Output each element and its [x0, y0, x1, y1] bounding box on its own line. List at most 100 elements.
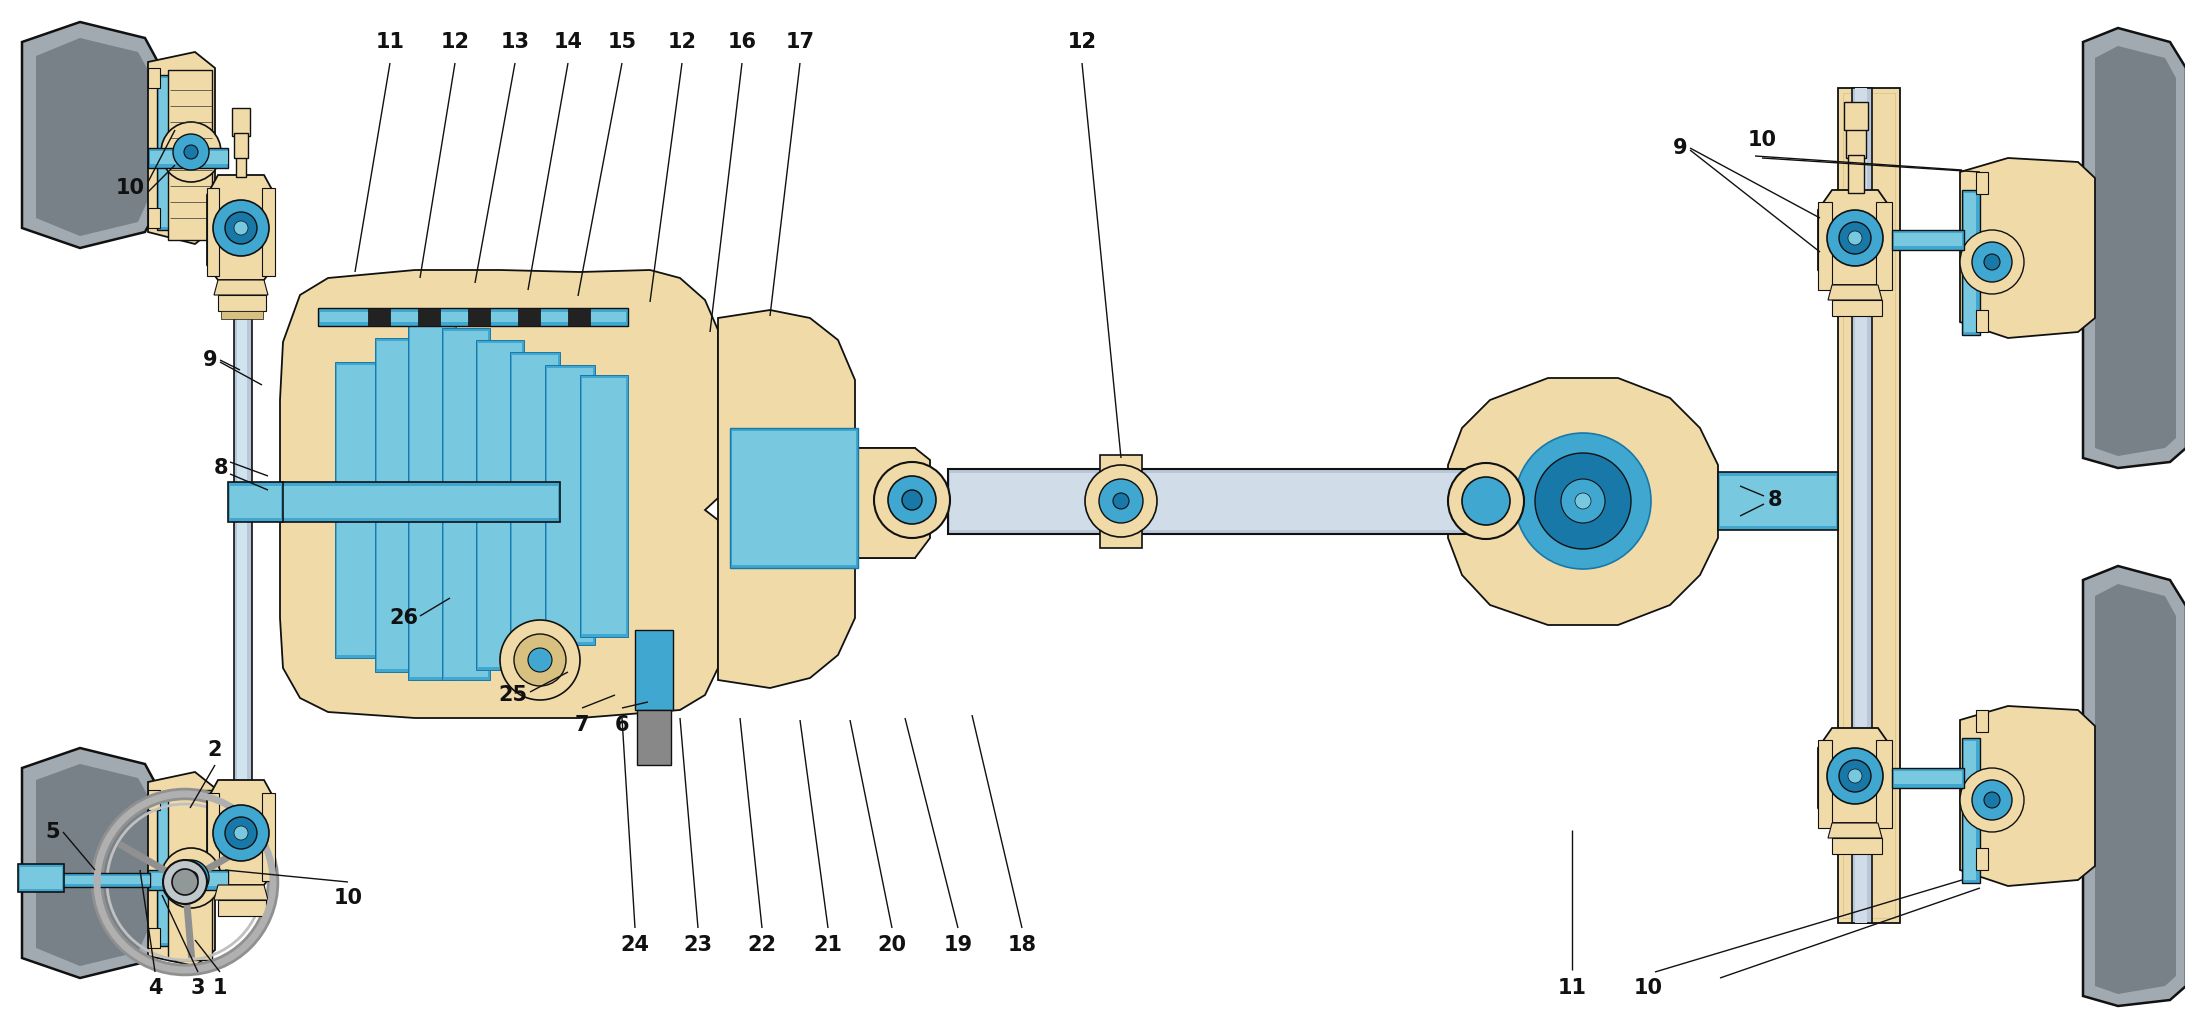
Text: 12: 12	[441, 32, 470, 52]
Bar	[229, 486, 282, 518]
Circle shape	[184, 871, 199, 885]
Text: 7: 7	[575, 715, 590, 735]
Bar	[1964, 193, 1975, 332]
Polygon shape	[1818, 728, 1892, 823]
Bar	[411, 323, 454, 677]
Bar	[282, 486, 557, 518]
Bar	[638, 710, 671, 765]
Bar	[149, 148, 227, 168]
Circle shape	[225, 817, 258, 849]
Bar	[1894, 233, 1962, 246]
Bar	[319, 308, 627, 326]
Text: 10: 10	[1634, 978, 1663, 998]
Circle shape	[1984, 254, 1999, 270]
Bar	[280, 482, 559, 522]
Circle shape	[173, 860, 210, 896]
Circle shape	[212, 805, 269, 861]
Bar	[1975, 172, 1988, 194]
Circle shape	[529, 648, 553, 672]
Polygon shape	[2082, 28, 2185, 468]
Text: 10: 10	[116, 178, 144, 198]
Bar	[232, 108, 249, 136]
Circle shape	[1560, 479, 1606, 523]
Circle shape	[173, 869, 199, 895]
Bar	[218, 900, 267, 916]
Bar	[336, 365, 389, 655]
Bar	[636, 630, 673, 710]
Bar	[1962, 738, 1980, 883]
Bar	[157, 796, 173, 946]
Bar	[378, 341, 422, 669]
Circle shape	[162, 848, 221, 908]
Text: 17: 17	[784, 32, 815, 52]
Bar	[1846, 128, 1866, 158]
Text: 9: 9	[1674, 137, 1689, 158]
Bar	[730, 428, 859, 568]
Circle shape	[500, 620, 579, 700]
Text: 14: 14	[553, 32, 583, 52]
Bar	[20, 867, 61, 889]
Bar	[1894, 771, 1962, 784]
Bar	[468, 308, 489, 326]
Bar	[1877, 740, 1892, 828]
Circle shape	[1575, 493, 1591, 509]
Polygon shape	[1449, 378, 1717, 625]
Polygon shape	[1960, 706, 2095, 886]
Bar	[1855, 88, 1866, 923]
Circle shape	[887, 476, 935, 524]
Text: 15: 15	[607, 32, 636, 52]
Circle shape	[173, 134, 210, 170]
Circle shape	[1849, 769, 1862, 783]
Bar	[732, 431, 857, 565]
Bar	[221, 311, 262, 319]
Bar	[334, 362, 389, 658]
Bar	[544, 365, 594, 645]
Circle shape	[234, 826, 249, 840]
Polygon shape	[149, 772, 214, 966]
Polygon shape	[35, 764, 149, 966]
Bar	[417, 308, 439, 326]
Bar	[149, 68, 160, 88]
Circle shape	[1960, 768, 2023, 832]
Bar	[262, 188, 275, 276]
Bar	[1838, 88, 1901, 923]
Bar	[546, 368, 592, 642]
Text: 12: 12	[666, 32, 697, 52]
Bar	[1975, 710, 1988, 732]
Text: 19: 19	[944, 935, 972, 955]
Circle shape	[874, 462, 950, 538]
Bar	[1853, 88, 1873, 923]
Bar	[950, 473, 1484, 530]
Bar	[444, 331, 487, 677]
Circle shape	[1462, 477, 1510, 525]
Bar	[1099, 455, 1143, 548]
Text: 18: 18	[1007, 935, 1036, 955]
Polygon shape	[280, 270, 719, 718]
Bar	[1975, 848, 1988, 870]
Bar	[476, 340, 524, 670]
Bar	[409, 320, 457, 680]
Text: 9: 9	[203, 350, 219, 370]
Circle shape	[225, 212, 258, 244]
Bar	[579, 375, 627, 637]
Bar	[1964, 741, 1975, 880]
Polygon shape	[22, 22, 157, 248]
Text: 11: 11	[376, 32, 404, 52]
Text: 13: 13	[500, 32, 529, 52]
Polygon shape	[2095, 45, 2176, 456]
Polygon shape	[208, 175, 275, 280]
Circle shape	[1536, 453, 1630, 549]
Circle shape	[1849, 231, 1862, 245]
Bar	[149, 790, 160, 810]
Bar	[208, 793, 218, 881]
Circle shape	[513, 634, 566, 686]
Bar	[479, 343, 522, 667]
Circle shape	[184, 145, 199, 159]
Polygon shape	[1829, 823, 1881, 838]
Circle shape	[1514, 433, 1652, 569]
Text: 10: 10	[1748, 130, 1776, 150]
Bar	[59, 874, 151, 887]
Circle shape	[234, 221, 249, 235]
Bar	[234, 133, 249, 158]
Bar	[581, 378, 625, 634]
